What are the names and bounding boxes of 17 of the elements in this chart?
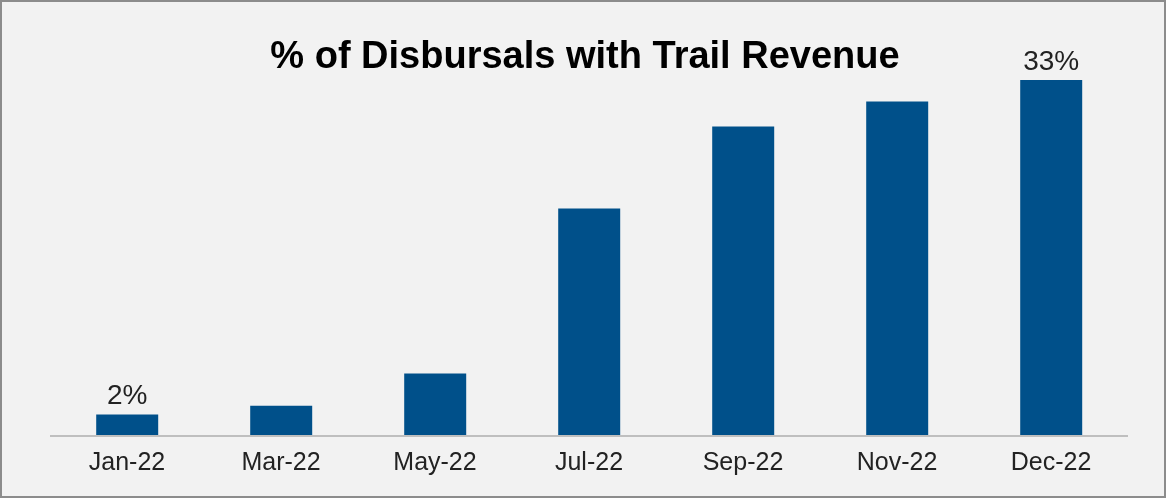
x-tick-label: Dec-22 — [1010, 446, 1092, 475]
bar — [712, 126, 775, 436]
chart-title: % of Disbursals with Trail Revenue — [270, 34, 900, 76]
x-tick-label: Mar-22 — [241, 446, 321, 475]
x-tick-label: Jan-22 — [88, 446, 166, 475]
bar — [558, 208, 621, 436]
x-tick-label: May-22 — [393, 446, 477, 475]
bar — [96, 414, 159, 436]
x-tick-label: Jul-22 — [554, 446, 624, 475]
bar — [1020, 80, 1083, 436]
bar — [866, 101, 929, 436]
x-tick-label: Nov-22 — [856, 446, 938, 475]
data-label: 33% — [1023, 45, 1080, 76]
bar — [404, 373, 467, 436]
bar — [250, 405, 313, 436]
data-label: 2% — [106, 379, 148, 411]
x-tick-label: Sep-22 — [702, 446, 784, 475]
